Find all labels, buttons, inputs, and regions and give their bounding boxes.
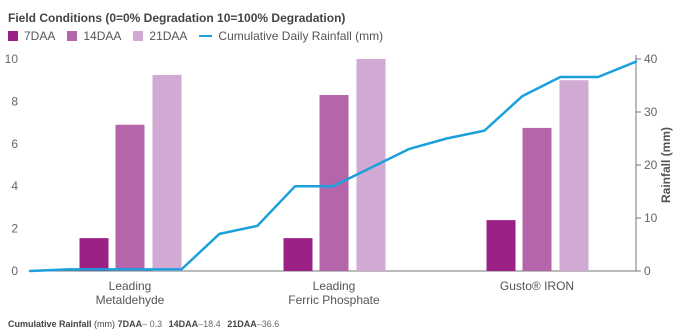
bar-21daa <box>152 74 182 272</box>
rainfall-line <box>28 60 638 273</box>
footnote-key-21daa: 21DAA <box>227 319 257 329</box>
legend-label-21daa: 21DAA <box>149 29 188 43</box>
bar-21daa <box>559 80 589 271</box>
footnote-label: Cumulative Rainfall <box>8 319 92 329</box>
x-tick-label: Gusto® IRON <box>500 279 574 293</box>
legend-line-rainfall <box>199 35 213 37</box>
legend-label-14daa: 14DAA <box>83 29 122 43</box>
y-tick-label: 10 <box>5 52 19 66</box>
bar-7daa <box>79 238 109 271</box>
y2-tick-label: 40 <box>644 52 658 66</box>
footnote-value-7daa: – 0.3 <box>142 319 163 329</box>
y-tick-label: 4 <box>11 179 18 193</box>
chart-title: Field Conditions (0=0% Degradation 10=10… <box>8 11 346 25</box>
y2-tick-label: 0 <box>644 264 651 278</box>
footnote-key-14daa: 14DAA <box>168 319 199 329</box>
y2-tick-label: 20 <box>644 158 658 172</box>
legend-label-7daa: 7DAA <box>24 29 56 43</box>
legend-item-21daa: 21DAA <box>133 29 187 43</box>
footnote-value-21daa: –36.6 <box>256 319 280 329</box>
footnote-unit: (mm) <box>94 319 116 329</box>
x-tick-label: Leading Metaldehyde <box>96 279 165 307</box>
legend-item-rainfall: Cumulative Daily Rainfall (mm) <box>199 29 383 43</box>
bar-14daa <box>522 127 552 272</box>
y-tick-label: 6 <box>11 137 18 151</box>
y-tick-label: 8 <box>11 94 18 108</box>
legend-swatch-21daa <box>133 31 144 41</box>
y-tick-label: 2 <box>11 222 18 236</box>
legend-item-7daa: 7DAA <box>8 29 55 43</box>
legend-item-14daa: 14DAA <box>67 29 121 43</box>
footnote-value-14daa: –18.4 <box>198 319 221 329</box>
y-tick-label: 0 <box>11 264 18 278</box>
bar-14daa <box>319 95 349 271</box>
footnote-key-7daa: 7DAA <box>117 319 143 329</box>
bar-7daa <box>283 238 313 271</box>
legend: 7DAA 14DAA 21DAA Cumulative Daily Rainfa… <box>8 29 395 43</box>
y2-tick-label: 10 <box>644 211 658 225</box>
bar-21daa <box>356 59 386 271</box>
y2-tick-label: 30 <box>644 105 658 119</box>
legend-label-rainfall: Cumulative Daily Rainfall (mm) <box>218 29 384 43</box>
bar-7daa <box>486 220 516 271</box>
bar-14daa <box>115 124 145 271</box>
legend-swatch-7daa <box>8 31 18 41</box>
x-tick-label: Leading Ferric Phosphate <box>288 279 380 307</box>
y2-axis-label: Rainfall (mm) <box>659 127 673 203</box>
footnote: Cumulative Rainfall (mm) 7DAA– 0.3 14DAA… <box>8 319 283 329</box>
legend-swatch-14daa <box>67 31 78 41</box>
